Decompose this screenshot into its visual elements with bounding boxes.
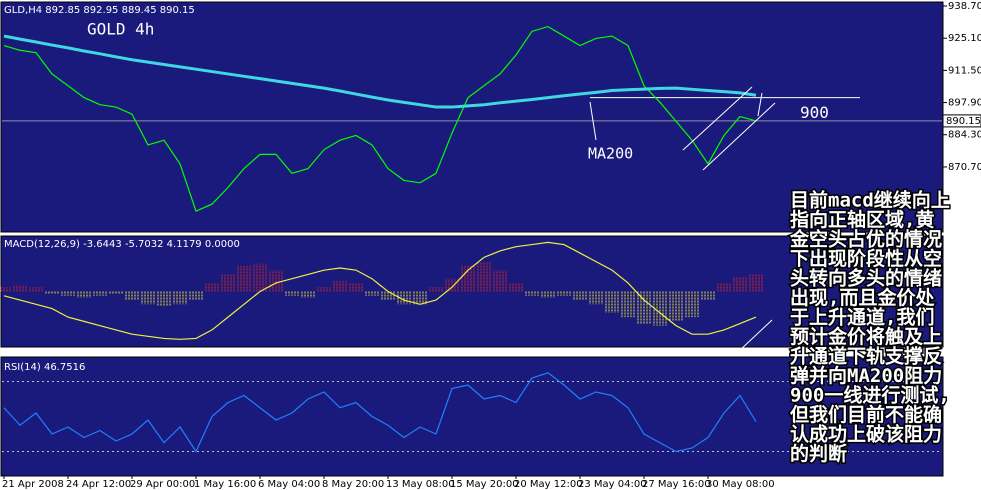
x-tick-label: 29 Apr 00:00 [130,479,195,490]
annotation-text: 升通道下轨支撑反 [790,345,942,368]
annotation-text: 头转向多头的情绪 [790,267,942,290]
x-tick-label: 21 Apr 2008 [2,479,64,490]
channel-upper [682,86,753,151]
x-tick-label: 30 May 08:00 [706,479,775,490]
channel-arrow [757,92,763,117]
ma-pointer [589,101,597,141]
y-tick-label: 870.70 [948,162,981,173]
series-line [3,372,757,453]
x-tick-label: 27 May 16:00 [642,479,711,490]
x-tick-label: 6 May 04:00 [258,479,320,490]
last-price-box [942,114,981,128]
last-price-label: 890.15 [946,116,981,127]
channel-lower [702,102,776,171]
x-tick-label: 15 May 20:00 [450,479,519,490]
series-line [3,241,757,340]
annotation-text: 预计金价将触及上 [790,325,942,348]
x-tick-label: 24 Apr 12:00 [66,479,131,490]
macd-title: MACD(12,26,9) -3.6443 -5.7032 4.1179 0.0… [4,239,240,250]
annotation-text: 目前macd继续向上 [790,189,950,212]
resistance-label: 900 [800,103,829,122]
y-tick-label: 938.70 [948,1,981,12]
y-tick-label: 925.10 [948,33,981,44]
rsi-title: RSI(14) 46.7516 [4,362,85,373]
x-tick-label: 1 May 16:00 [194,479,256,490]
annotation-text: 的判断 [790,442,847,465]
annotation-text: 出现,而且金价处 [790,286,935,309]
macd-arrow [737,319,773,353]
x-tick-label: 23 May 04:00 [578,479,647,490]
annotation-text: 弹并向MA200阻力 [790,364,942,387]
y-tick-label: 884.30 [948,130,981,141]
rsi-pane [0,356,944,477]
price-header: GLD,H4 892.85 892.95 889.45 890.15 [4,5,195,16]
annotation-text: 金空头占优的情况 [789,228,942,251]
y-tick-label: 911.50 [948,65,981,76]
series-line [3,34,757,109]
x-tick-label: 8 May 20:00 [322,479,384,490]
price-pane [0,1,944,233]
annotation-text: 但我们目前不能确 [790,403,942,426]
ma-label: MA200 [588,145,633,163]
chart-title: GOLD 4h [87,20,154,39]
y-tick-label: 897.90 [948,98,981,109]
annotation-text: 下出现阶段性从空 [790,247,942,270]
annotation-text: 于上升通道,我们 [790,306,934,329]
annotation-text: 900一线进行测试, [790,384,950,407]
annotation-text: 指向正轴区域,黄 [790,208,934,231]
x-tick-label: 20 May 12:00 [514,479,583,490]
series-line [3,25,757,212]
annotation-text: 认成功上破该阻力 [790,423,942,446]
x-tick-label: 13 May 08:00 [386,479,455,490]
